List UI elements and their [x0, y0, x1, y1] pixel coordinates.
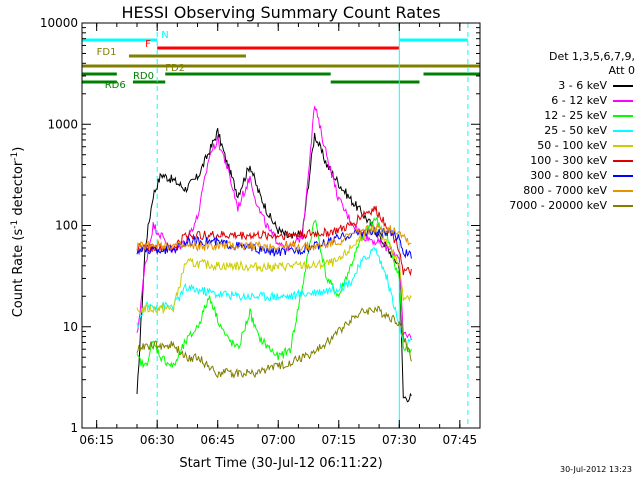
footer-date: 30-Jul-2012 13:23 [559, 465, 632, 474]
legend-header-line-1: Det 1,3,5,6,7,9, [548, 50, 635, 63]
y-tick-label-4: 10000 [40, 16, 78, 30]
x-axis-label: Start Time (30-Jul-12 06:11:22) [179, 456, 383, 471]
legend-item: 800 - 7000 keV [485, 183, 635, 198]
flag-bars: NF FD1 FD2 RD0 RD6 [82, 30, 480, 91]
series-line-1 [136, 106, 412, 341]
legend-swatch [613, 85, 633, 87]
series-line-7 [136, 222, 412, 252]
legend-item: 7000 - 20000 keV [485, 198, 635, 213]
y-axis-label: Count Rate (s-1 detector-1) [9, 146, 27, 318]
series-line-0 [136, 128, 412, 403]
y-tick-label-0: 1 [70, 421, 78, 435]
legend-swatch [613, 160, 633, 162]
legend-label: 300 - 800 keV [530, 169, 607, 182]
series-line-8 [136, 305, 412, 379]
y-tick-label-2: 100 [55, 219, 78, 233]
flag-label-rd0: RD0 [133, 71, 154, 82]
legend-label: 6 - 12 keV [551, 94, 607, 107]
x-tick-label-2: 06:45 [200, 433, 235, 447]
legend-swatch [613, 145, 633, 147]
legend-item: 25 - 50 keV [485, 123, 635, 138]
legend-swatch [613, 130, 633, 132]
x-tick-label-0: 06:15 [79, 433, 114, 447]
flag-label-n: N [161, 30, 168, 41]
series-line-3 [136, 246, 412, 347]
chart-title: HESSI Observing Summary Count Rates [121, 3, 441, 22]
legend: Det 1,3,5,6,7,9, Att 0 3 - 6 keV 6 - 12 k… [485, 50, 635, 213]
legend-label: 100 - 300 keV [530, 154, 607, 167]
flag-label-fd2: FD2 [165, 63, 185, 74]
legend-item: 300 - 800 keV [485, 168, 635, 183]
vertical-markers [81, 23, 469, 428]
x-tick-label-3: 07:00 [261, 433, 296, 447]
y-tick-label-3: 1000 [47, 117, 78, 131]
legend-item: 50 - 100 keV [485, 138, 635, 153]
x-tick-label-1: 06:30 [140, 433, 175, 447]
legend-item: 12 - 25 keV [485, 108, 635, 123]
legend-swatch [613, 205, 633, 207]
flag-label-f: F [145, 39, 151, 50]
legend-label: 800 - 7000 keV [523, 184, 607, 197]
legend-label: 50 - 100 keV [537, 139, 607, 152]
legend-swatch [613, 115, 633, 117]
legend-swatch [613, 100, 633, 102]
series-lines [136, 106, 412, 403]
legend-label: 7000 - 20000 keV [509, 199, 607, 212]
flag-label-rd6: RD6 [105, 80, 126, 91]
legend-swatch [613, 190, 633, 192]
x-tick-label-5: 07:30 [382, 433, 417, 447]
legend-label: 3 - 6 keV [558, 79, 607, 92]
legend-swatch [613, 175, 633, 177]
x-tick-label-6: 07:45 [443, 433, 478, 447]
legend-item: 3 - 6 keV [485, 78, 635, 93]
legend-header-line-2: Att 0 [608, 64, 635, 77]
y-tick-label-1: 10 [63, 320, 78, 334]
legend-item: 100 - 300 keV [485, 153, 635, 168]
legend-item: 6 - 12 keV [485, 93, 635, 108]
axes: 06:15 06:30 06:45 07:00 07:15 07:30 07:45 1 10 10… [40, 16, 481, 447]
x-tick-label-4: 07:15 [321, 433, 356, 447]
legend-label: 25 - 50 keV [544, 124, 607, 137]
series-line-5 [136, 205, 412, 277]
flag-label-fd1: FD1 [97, 47, 117, 58]
legend-label: 12 - 25 keV [544, 109, 607, 122]
